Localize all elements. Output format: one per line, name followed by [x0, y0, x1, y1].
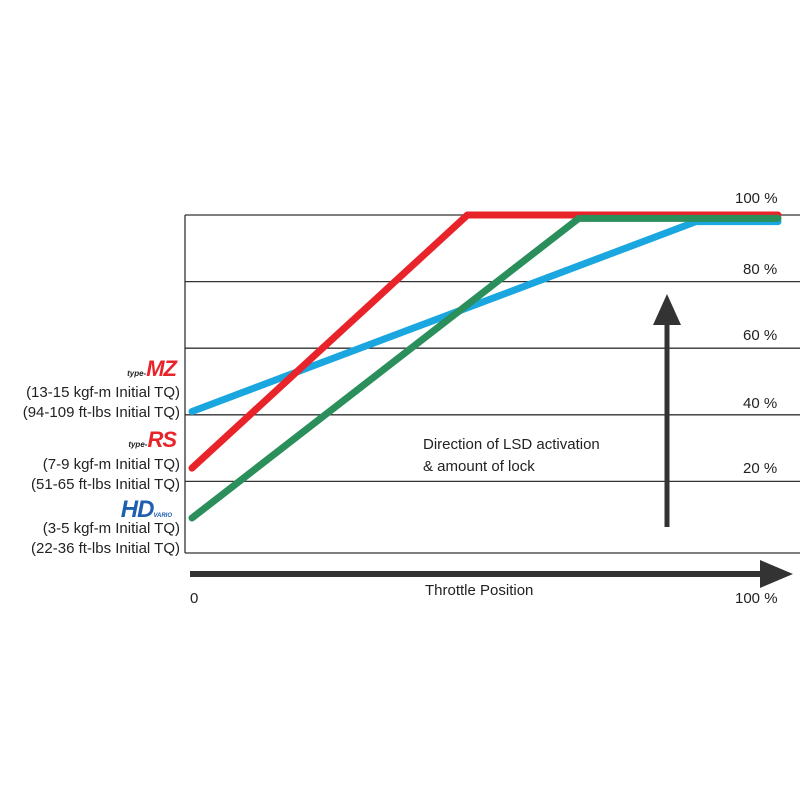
y-tick-80: 80 %: [743, 261, 778, 278]
y-tick-40: 40 %: [743, 395, 778, 412]
annotation-line1: Direction of LSD activation: [423, 436, 600, 453]
legend-hd-kgf: (3-5 kgf-m Initial TQ): [42, 520, 180, 537]
logo-type-rs: type-RS: [128, 427, 177, 452]
series-line-hd: [188, 214, 782, 522]
logo-type-mz: type-MZ: [127, 356, 177, 381]
series-line-type-rs: [188, 211, 782, 472]
x-tick-0: 0: [190, 590, 199, 607]
x-tick-100: 100 %: [735, 590, 778, 607]
legend-rs-ftlbs: (51-65 ft-lbs Initial TQ): [31, 476, 180, 493]
annotation-line2: & amount of lock: [423, 458, 535, 475]
y-tick-100: 100 %: [735, 190, 778, 207]
logo-hd: HDVARIO: [120, 496, 172, 523]
legend-rs-kgf: (7-9 kgf-m Initial TQ): [42, 456, 180, 473]
legend-mz-ftlbs: (94-109 ft-lbs Initial TQ): [22, 404, 180, 421]
legend-mz-kgf: (13-15 kgf-m Initial TQ): [26, 384, 180, 401]
y-tick-60: 60 %: [743, 327, 778, 344]
lsd-arrow-head: [653, 294, 681, 325]
x-axis-label: Throttle Position: [425, 582, 534, 599]
x-arrow-head: [760, 560, 793, 588]
y-tick-20: 20 %: [743, 460, 778, 477]
legend-hd-ftlbs: (22-36 ft-lbs Initial TQ): [31, 540, 180, 557]
